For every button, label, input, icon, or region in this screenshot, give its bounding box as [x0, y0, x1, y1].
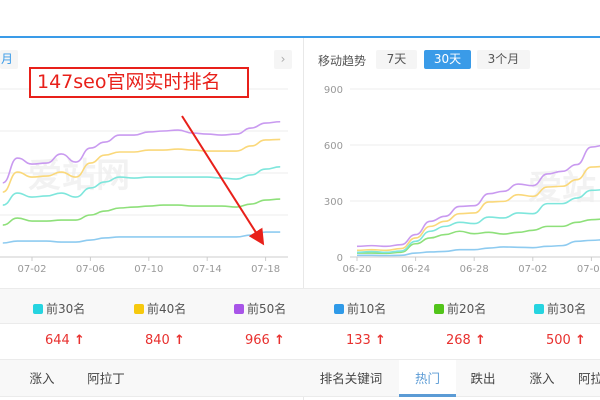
tab-dropped[interactable]: 跌出: [470, 371, 496, 386]
panel-divider: [303, 38, 304, 400]
series-line: [2, 231, 281, 244]
series-line: [356, 239, 600, 257]
value-top40: 840 ↑: [145, 333, 185, 348]
legend-top50[interactable]: 前50名: [234, 300, 286, 317]
arrow-up-icon: ↑: [574, 333, 586, 348]
legend-label: 前20名: [447, 302, 487, 316]
values-row: 644 ↑ 840 ↑ 966 ↑ 133 ↑ 268 ↑ 500 ↑: [0, 324, 600, 359]
range-button-3-months[interactable]: 月: [0, 50, 18, 69]
legend-swatch: [134, 303, 144, 314]
y-tick-label: 900: [324, 85, 343, 96]
value-top20: 268 ↑: [446, 333, 486, 348]
legend-label: 前10名: [347, 302, 387, 316]
value-top30-right: 500 ↑: [546, 333, 586, 348]
annotation-box: 147seo官网实时排名: [29, 67, 249, 98]
tab-hot[interactable]: 热门: [399, 360, 456, 397]
series-line: [2, 198, 281, 226]
arrow-up-icon: ↑: [474, 333, 486, 348]
tab-rising[interactable]: 涨入: [29, 371, 55, 386]
ranking-charts: 07-02 07-06 07-10 07-14 07-18 0 300 600 900 06-20…: [0, 85, 600, 275]
legend-swatch: [434, 303, 444, 314]
x-tick-label: 07-02: [518, 264, 547, 275]
y-tick-label: 300: [324, 197, 343, 208]
series-line: [356, 165, 600, 252]
header-divider: [0, 36, 600, 38]
legend-top20[interactable]: 前20名: [434, 300, 486, 317]
tabs-row: 涨入 阿拉丁 排名关键词 热门 跌出 涨入 阿拉: [0, 359, 600, 397]
legend-swatch: [334, 303, 344, 314]
legend-top30[interactable]: 前30名: [33, 300, 85, 317]
legend-top10[interactable]: 前10名: [334, 300, 386, 317]
tab-rising-right[interactable]: 涨入: [529, 371, 555, 386]
y-tick-label: 0: [337, 253, 343, 264]
x-tick-label: 07-06: [577, 264, 600, 275]
x-tick-label: 07-18: [251, 264, 280, 275]
legend-top30-right[interactable]: 前30名: [534, 300, 586, 317]
legend-label: 前30名: [46, 302, 86, 316]
chevron-right-icon[interactable]: ›: [274, 50, 292, 69]
tab-ranking-keywords[interactable]: 排名关键词: [319, 371, 383, 386]
range-button-3m[interactable]: 3个月: [477, 50, 530, 69]
value-top30: 644 ↑: [45, 333, 85, 348]
x-tick-label: 06-24: [401, 264, 430, 275]
trend-title: 移动趋势: [318, 54, 367, 68]
range-button-30d[interactable]: 30天: [424, 50, 471, 69]
legend-swatch: [234, 303, 244, 314]
x-tick-label: 06-20: [342, 264, 371, 275]
arrow-up-icon: ↑: [73, 333, 85, 348]
x-tick-label: 06-28: [460, 264, 489, 275]
series-line: [2, 138, 281, 193]
range-button-7d[interactable]: 7天: [376, 50, 417, 69]
series-line: [356, 144, 600, 248]
legend-top40[interactable]: 前40名: [134, 300, 186, 317]
x-tick-label: 07-02: [17, 264, 46, 275]
x-tick-label: 07-06: [76, 264, 105, 275]
x-tick-label: 07-14: [193, 264, 222, 275]
legend-swatch: [33, 303, 43, 314]
arrow-up-icon: ↑: [273, 333, 285, 348]
tab-aladdin[interactable]: 阿拉丁: [87, 371, 125, 386]
y-tick-label: 600: [324, 141, 343, 152]
series-line: [357, 218, 600, 255]
legend-row: 前30名 前40名 前50名 前10名 前20名 前30名: [0, 288, 600, 324]
legend-swatch: [534, 303, 544, 314]
arrow-up-icon: ↑: [374, 333, 386, 348]
value-top10: 133 ↑: [346, 333, 386, 348]
value-top50: 966 ↑: [245, 333, 285, 348]
legend-label: 前30名: [547, 302, 587, 316]
arrow-up-icon: ↑: [173, 333, 185, 348]
x-tick-label: 07-10: [134, 264, 163, 275]
legend-label: 前40名: [147, 302, 187, 316]
series-line: [356, 189, 600, 254]
tab-aladdin-right[interactable]: 阿拉: [578, 371, 600, 386]
legend-label: 前50名: [247, 302, 287, 316]
